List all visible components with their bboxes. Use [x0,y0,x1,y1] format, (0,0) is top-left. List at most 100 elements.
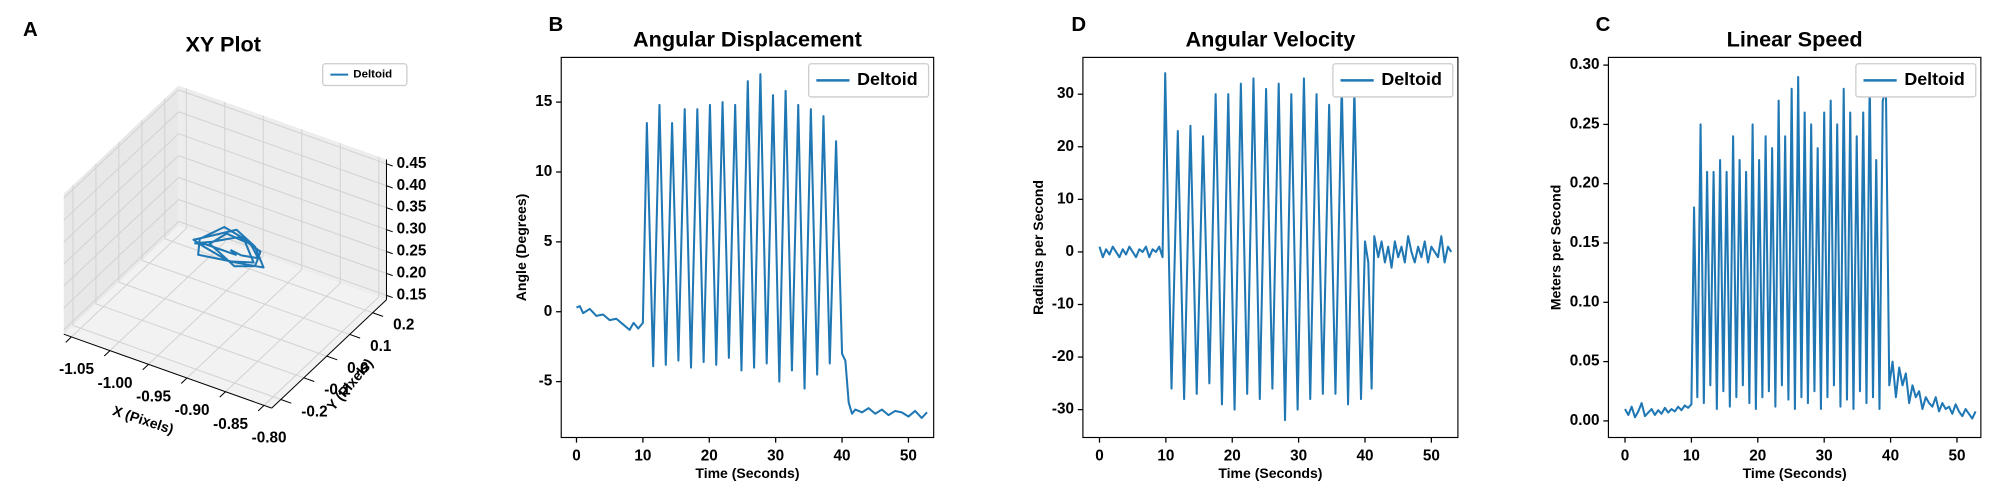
y-axis-title: Meters per Second [1548,185,1564,310]
y-tick-label: 0.25 [1570,115,1600,132]
y-tick-label: 30 [1057,85,1074,102]
x-tick-label: 20 [1224,448,1241,465]
z-tick-label: 0.30 [397,221,427,238]
z-tick-label: 0.15 [397,286,427,303]
panel-label: A [23,19,38,41]
x-tick-label: 50 [1423,448,1440,465]
y-tick-label: 0 [1065,243,1074,260]
y-tick-label: 0.2 [393,317,414,334]
x-tick [257,405,265,412]
z-tick [386,207,393,211]
x-tick-label: -0.80 [252,430,287,447]
legend-box [1332,63,1454,98]
y-tick-label: -0.2 [301,403,327,420]
y-axis-title: Radians per Second [1030,180,1046,315]
grid-line [148,255,264,365]
plot-frame [1607,56,1982,439]
plot-frame [560,56,935,439]
x-tick-label: 30 [1290,448,1307,465]
x-axis-title: Time (Seconds) [695,465,799,481]
x-tick [219,391,226,398]
y-axis [271,299,387,409]
grid-line [178,198,387,274]
grid-line [178,155,387,231]
plot-frame [1082,56,1459,439]
x-tick-label: 40 [1356,448,1373,465]
z-tick-label: 0.40 [397,177,427,194]
grid-line [109,241,226,351]
z-tick [386,251,393,255]
x-tick [103,350,111,357]
grid-line [63,177,179,287]
z-tick-label: 0.20 [397,264,427,281]
series-line [192,225,265,269]
y-tick-label: 0.00 [1570,412,1600,429]
x-tick-label: 40 [1882,448,1899,465]
y-tick [372,312,384,317]
y-tick-label: 0 [544,303,553,320]
grid-line [178,133,387,209]
z-tick [386,272,393,277]
x-tick [142,363,149,371]
x-tick-label: 10 [1157,448,1174,465]
y-tick-label: 0.05 [1570,353,1600,370]
x-tick [180,377,188,384]
y-tick [326,355,338,361]
x-tick-label: 50 [900,448,917,465]
x-tick-label: 10 [634,448,651,465]
y-tick-label: -20 [1052,348,1074,365]
grid-line [72,325,282,400]
z-tick [386,229,393,233]
y-tick-label: -10 [1052,296,1074,313]
z-tick [386,185,393,189]
legend-label: Deltoid [353,69,392,81]
y-tick-label: 5 [544,233,553,250]
legend-label: Deltoid [857,69,917,89]
x-axis-title: Time (Seconds) [1218,465,1322,481]
y-tick-label: -5 [539,373,553,390]
y-axis-title: Angle (Degrees) [513,194,529,301]
grid-line [118,281,327,357]
grid-line [225,282,341,393]
y-tick-label: 0.10 [1570,293,1600,310]
x-tick-label: 10 [1683,448,1700,465]
y-tick-label: 20 [1057,138,1074,155]
x-tick-label: -0.95 [136,389,171,406]
legend-label: Deltoid [1381,69,1441,89]
chart-title: Linear Speed [1727,27,1863,52]
series-line [576,73,928,419]
x-axis-title: X (Pixels) [111,402,176,437]
series-line [1098,72,1453,422]
y-tick-label: 0.1 [370,338,392,355]
grid-line [178,220,387,296]
x-tick-label: -1.05 [59,361,94,378]
x-tick-label: 30 [767,448,784,465]
series-line [1624,75,1977,420]
z-tick-label: 0.45 [397,155,427,172]
chart-title: Angular Velocity [1186,27,1356,52]
y-tick [349,333,361,339]
grid-line [63,199,179,309]
x-axis [63,333,272,409]
grid-line [186,269,303,379]
panel-label: D [1071,14,1086,36]
x-tick-label: 30 [1816,448,1833,465]
x-tick-label: -0.90 [175,402,210,419]
grid-line [71,228,187,338]
x-tick-label: 0 [1621,448,1630,465]
z-tick-label: 0.35 [397,199,427,216]
y-tick-label: 10 [1057,190,1074,207]
y-tick-label: -30 [1052,401,1074,418]
panel-label: B [548,14,563,36]
z-tick [386,294,393,299]
y-tick-label: 10 [535,163,552,180]
z-tick-label: 0.25 [397,243,427,260]
y-tick [280,399,292,404]
x-tick-label: -0.85 [213,416,248,433]
legend-box [808,63,930,98]
x-axis-title: Time (Seconds) [1743,465,1847,481]
x-tick-label: 40 [834,448,851,465]
legend-box [322,63,408,87]
chart-title: Angular Displacement [633,27,862,52]
